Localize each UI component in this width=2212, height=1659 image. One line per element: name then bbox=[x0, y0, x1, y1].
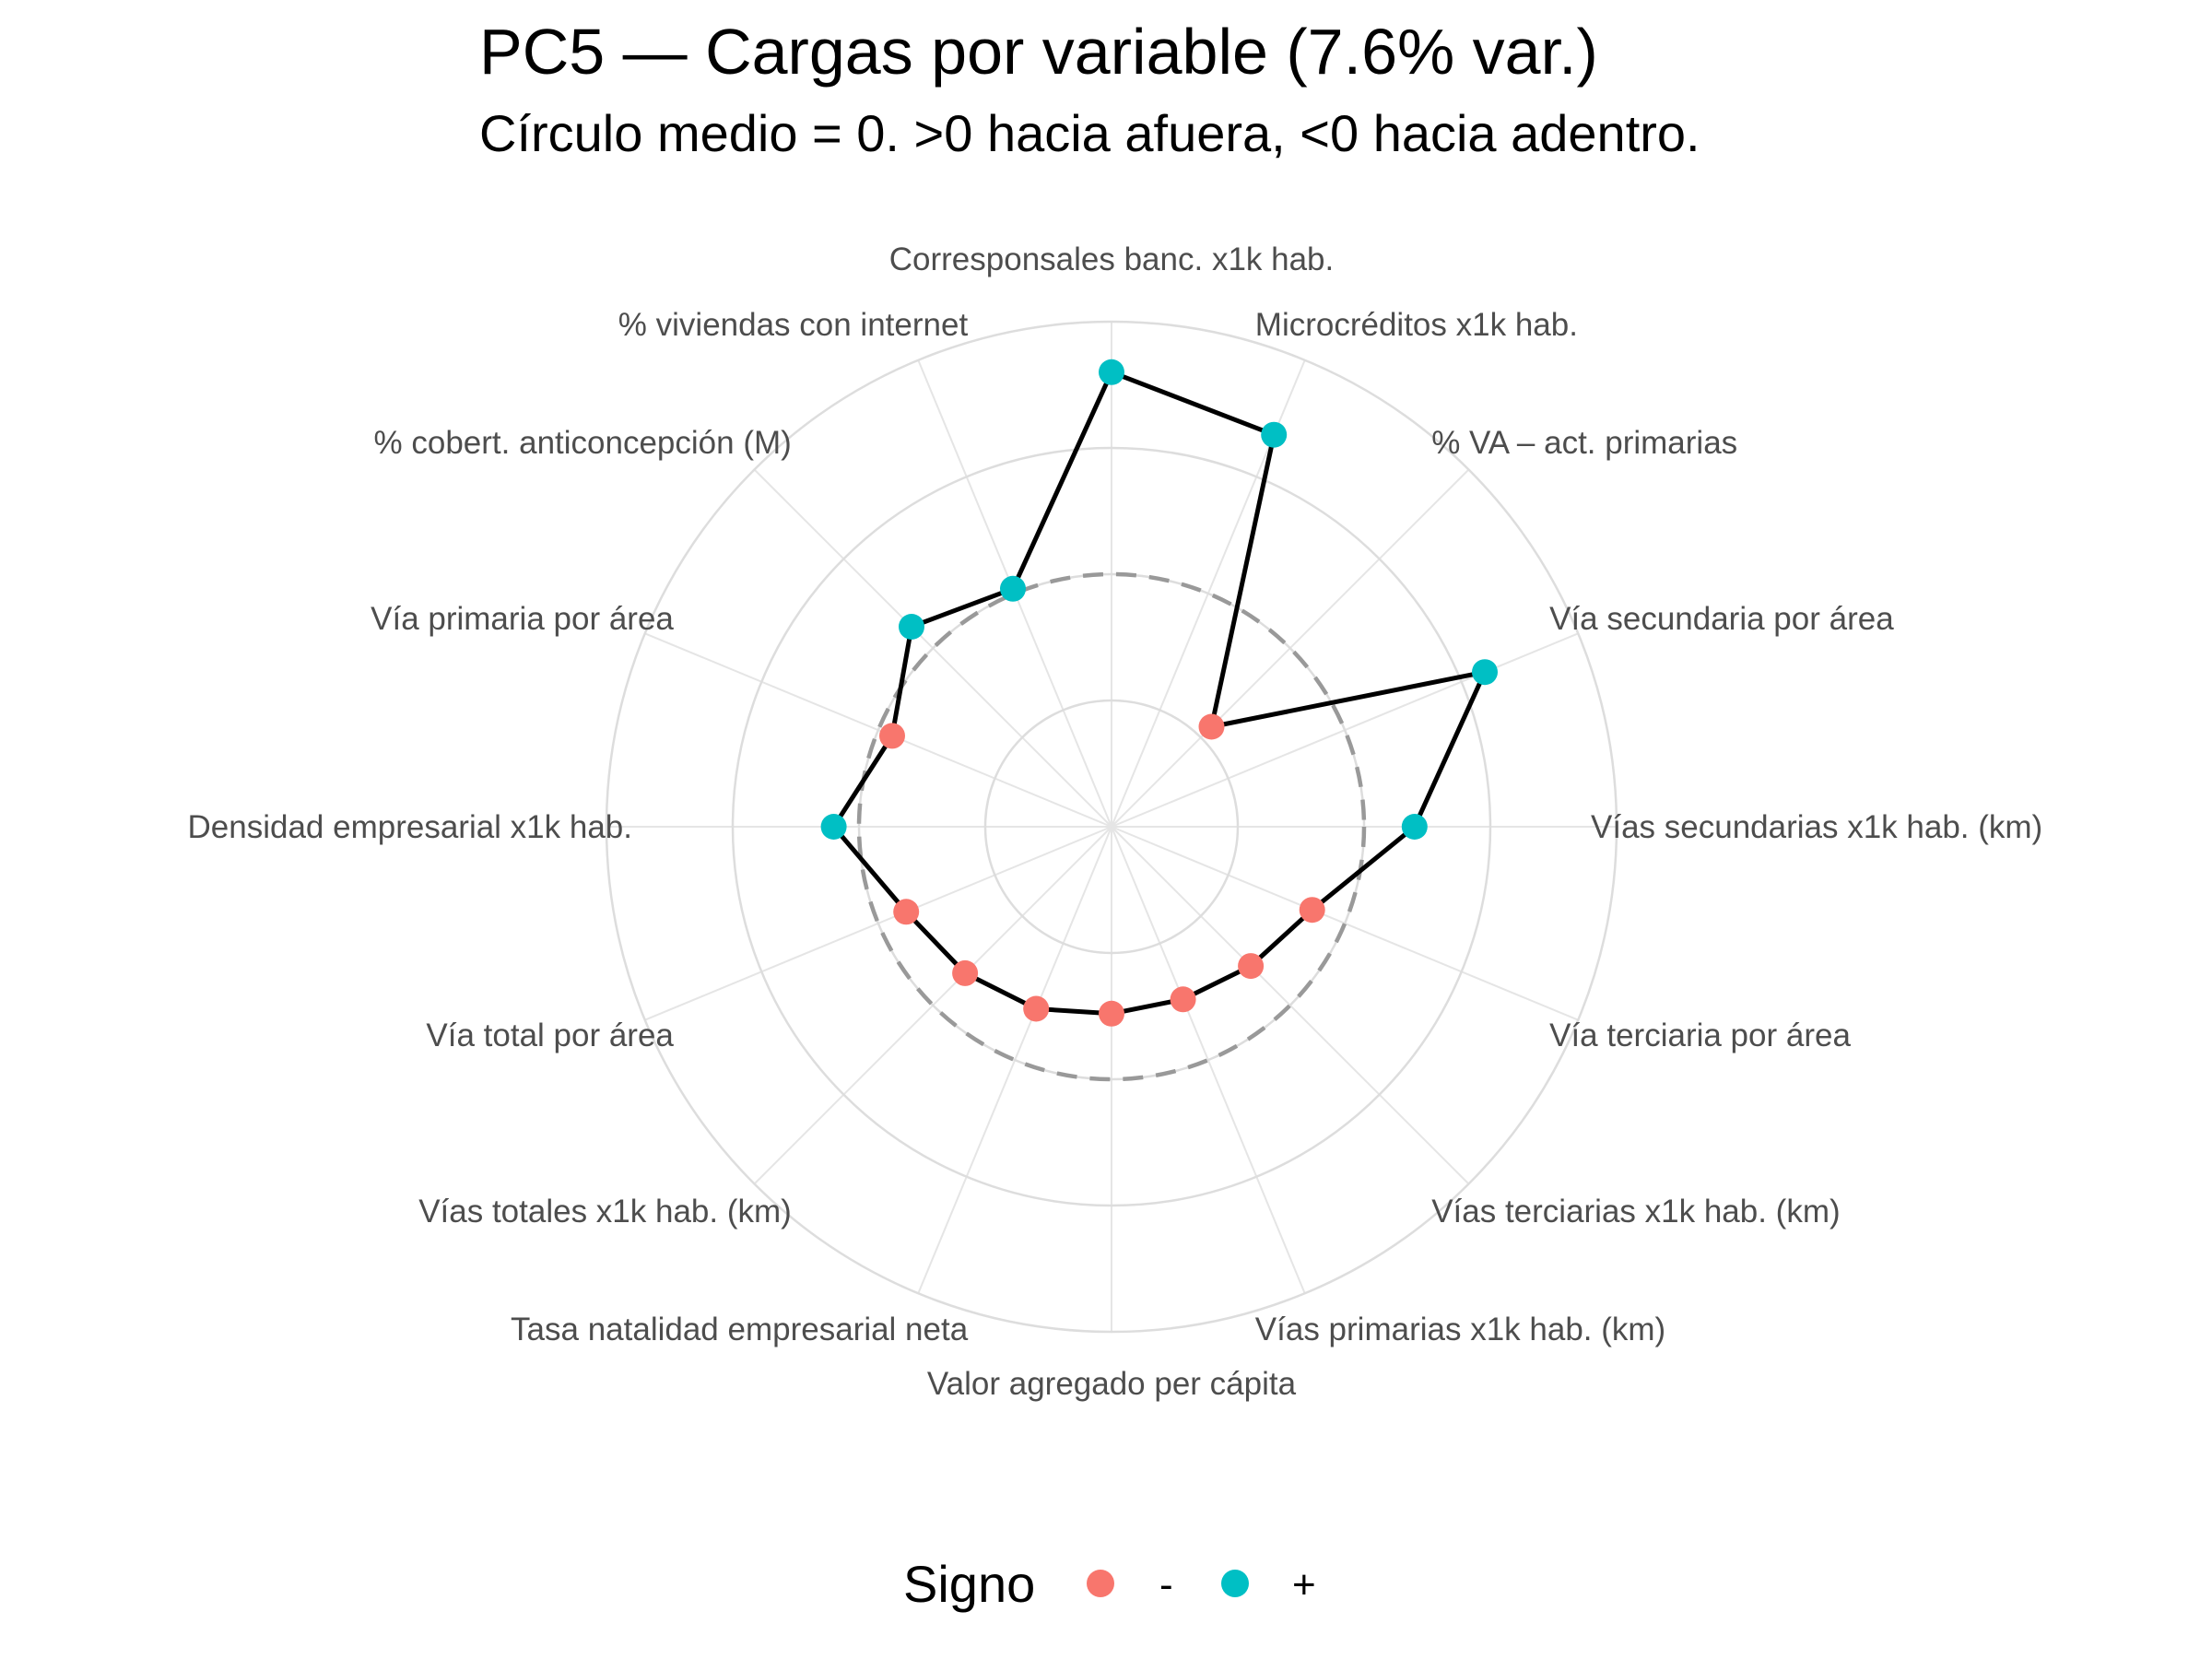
loading-point bbox=[820, 814, 847, 840]
loading-point bbox=[1198, 713, 1225, 740]
axis-label: Densidad empresarial x1k hab. bbox=[188, 809, 632, 845]
axis-label: % VA – act. primarias bbox=[1431, 425, 1737, 461]
loading-point bbox=[1401, 814, 1428, 840]
loading-point bbox=[1099, 359, 1124, 385]
legend-title: Signo bbox=[903, 1555, 1035, 1613]
axis-label: Valor agregado per cápita bbox=[927, 1366, 1297, 1402]
legend-positive-label: + bbox=[1292, 1562, 1316, 1607]
loading-point bbox=[1023, 995, 1050, 1022]
axis-label: Vías terciarias x1k hab. (km) bbox=[1431, 1194, 1840, 1230]
zero-circle bbox=[856, 571, 1367, 1082]
loading-point bbox=[1099, 1000, 1124, 1027]
axis-label: Vías totales x1k hab. (km) bbox=[418, 1194, 792, 1230]
loading-point bbox=[1000, 575, 1026, 602]
loading-point bbox=[952, 959, 979, 986]
legend: Signo - + bbox=[903, 1555, 1316, 1613]
loading-point bbox=[899, 614, 924, 640]
axis-label: % cobert. anticoncepción (M) bbox=[374, 425, 792, 461]
chart-subtitle: Círculo medio = 0. >0 hacia afuera, <0 h… bbox=[479, 104, 1700, 162]
loading-polygon bbox=[831, 370, 1488, 1017]
axis-label: Vía total por área bbox=[426, 1018, 674, 1053]
axis-label: % viviendas con internet bbox=[618, 307, 969, 343]
radial-grid bbox=[605, 320, 1618, 1334]
axis-label: Vías secundarias x1k hab. (km) bbox=[1591, 809, 2042, 845]
legend-positive-swatch bbox=[1221, 1570, 1249, 1597]
axis-label: Vía terciaria por área bbox=[1549, 1018, 1851, 1053]
loading-point bbox=[1299, 897, 1325, 924]
axis-label: Microcréditos x1k hab. bbox=[1255, 307, 1578, 343]
grid-ring bbox=[731, 446, 1492, 1207]
loading-polygon-layer bbox=[831, 370, 1488, 1017]
axis-label: Vías primarias x1k hab. (km) bbox=[1255, 1312, 1665, 1347]
loading-point bbox=[1261, 421, 1288, 448]
axis-labels-layer: Corresponsales banc. x1k hab. Microcrédit… bbox=[188, 241, 2043, 1402]
axis-label: Corresponsales banc. x1k hab. bbox=[889, 241, 1335, 277]
axis-label: Vía primaria por área bbox=[371, 601, 674, 637]
loading-points-layer bbox=[820, 359, 1498, 1027]
grid-ring bbox=[983, 699, 1240, 955]
loading-point bbox=[1238, 953, 1265, 980]
legend-negative-label: - bbox=[1159, 1562, 1173, 1607]
legend-negative-swatch bbox=[1087, 1570, 1114, 1597]
loading-point bbox=[893, 899, 920, 925]
chart-title: PC5 — Cargas por variable (7.6% var.) bbox=[479, 16, 1598, 88]
zero-circle-layer bbox=[856, 571, 1367, 1082]
axis-label: Tasa natalidad empresarial neta bbox=[511, 1312, 969, 1347]
loading-point bbox=[1170, 986, 1196, 1013]
loading-point bbox=[879, 723, 905, 749]
loading-point bbox=[1472, 659, 1498, 686]
axis-label: Vía secundaria por área bbox=[1549, 601, 1894, 637]
grid-ring bbox=[605, 320, 1618, 1334]
